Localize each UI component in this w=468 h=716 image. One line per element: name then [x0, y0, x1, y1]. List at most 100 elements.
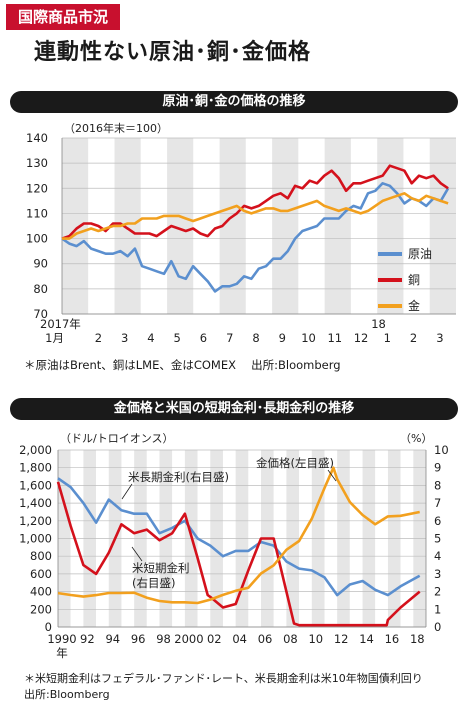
- month-band: [62, 138, 89, 314]
- y-right-tick-label: 7: [434, 496, 441, 510]
- x-tick-label: 92: [80, 632, 95, 646]
- annotation-short-rate-axis: (右目盛): [132, 576, 175, 590]
- y-right-tick-label: 1: [434, 602, 441, 616]
- y-right-tick-label: 3: [434, 567, 441, 581]
- y-tick-label: 100: [26, 232, 48, 246]
- x-tick-label: 8: [252, 331, 259, 345]
- annotation-long-rate: 米長期金利(右目盛): [128, 470, 229, 484]
- annotation-leader: [327, 469, 337, 482]
- y-tick-label: 120: [26, 181, 48, 195]
- y-left-tick-label: 1,600: [19, 478, 52, 492]
- series-line-gold: [57, 466, 420, 605]
- x-tick-label: 10: [308, 632, 323, 646]
- y-tick-label: 80: [33, 282, 48, 296]
- x-tick-label: 06: [258, 632, 273, 646]
- month-band: [324, 138, 351, 314]
- series-line-crude: [61, 182, 450, 293]
- month-band: [140, 138, 168, 314]
- chart1-note: ＊原油はBrent、銅はLME、金はCOMEX 出所:Bloomberg: [24, 358, 341, 372]
- x-tick-label: 4: [147, 331, 154, 345]
- y-tick-label: 90: [33, 257, 48, 271]
- page-title: 連動性ない原油･銅･金価格: [34, 40, 312, 65]
- y-right-tick-label: 2: [434, 585, 441, 599]
- x-tick-label: 18: [410, 632, 425, 646]
- month-band: [272, 138, 299, 314]
- x-tick-label: 1990: [47, 632, 76, 646]
- y-right-tick-label: 0: [434, 620, 441, 634]
- x-tick-label: 12: [354, 331, 369, 345]
- chart2-plot: 2,0001,8001,6001,4001,2001,0008006004002…: [19, 432, 449, 660]
- annotation-leader: [131, 546, 143, 562]
- month-band: [429, 138, 456, 314]
- y-left-tick-label: 1,800: [19, 461, 52, 475]
- x-tick-label: 3: [436, 331, 443, 345]
- annotation-leader: [121, 483, 133, 500]
- x-tick-label: 2: [95, 331, 102, 345]
- y-right-tick-label: 4: [434, 549, 441, 563]
- y-tick-label: 110: [26, 206, 48, 220]
- y-left-tick-label: 1,000: [19, 532, 52, 546]
- x-tick-label: 5: [174, 331, 181, 345]
- y-right-tick-label: 6: [434, 514, 441, 528]
- annotation-gold: 金価格(左目盛): [256, 456, 334, 470]
- month-band: [245, 138, 273, 314]
- x-tick-label: 12: [334, 632, 349, 646]
- series-line-short: [56, 481, 421, 627]
- x-tick-label: 1月: [45, 331, 64, 345]
- month-band: [298, 138, 325, 314]
- legend-label-copper: 銅: [408, 273, 420, 287]
- x-tick-label: 04: [232, 632, 247, 646]
- x-tick-label: 1: [384, 331, 391, 345]
- x-tick-label: 14: [359, 632, 374, 646]
- y-left-tick-label: 200: [30, 602, 52, 616]
- chart2-source: 出所:Bloomberg: [24, 688, 110, 701]
- series-line-copper: [61, 164, 449, 240]
- x-tick-label: 7: [226, 331, 233, 345]
- y-right-tick-label: 5: [434, 532, 441, 546]
- x-year-label: 18: [371, 317, 386, 331]
- y-left-tick-label: 1,400: [19, 496, 52, 510]
- y-right-tick-label: 10: [434, 443, 449, 457]
- x-tick-label: 3: [121, 331, 128, 345]
- left-unit: （ドル/トロイオンス）: [60, 432, 174, 445]
- x-tick-label: 9: [279, 331, 286, 345]
- y-right-tick-label: 8: [434, 478, 441, 492]
- y-left-tick-label: 400: [30, 585, 52, 599]
- y-tick-label: 130: [26, 156, 48, 170]
- x-tick-label: 2: [410, 331, 417, 345]
- y-tick-label: 70: [33, 307, 48, 321]
- y-left-tick-label: 0: [45, 620, 52, 634]
- legend-label-gold: 金: [408, 298, 420, 313]
- annotation-short-rate: 米短期金利: [132, 561, 190, 575]
- series-line-long: [57, 477, 421, 597]
- x-tick-label: 11: [327, 331, 342, 345]
- y-left-tick-label: 1,200: [19, 514, 52, 528]
- month-band: [350, 138, 378, 314]
- right-unit: （%）: [400, 432, 432, 445]
- x-tick-label: 02: [207, 632, 222, 646]
- x-tick-label: 6: [200, 331, 207, 345]
- y-left-tick-label: 800: [30, 549, 52, 563]
- x-tick-label: 94: [105, 632, 120, 646]
- x-year-label: 2017年: [40, 317, 81, 331]
- month-band: [377, 138, 404, 314]
- section-tag: 国際商品市況: [6, 4, 121, 30]
- chart2-note: ＊米短期金利はフェデラル･ファンド･レート、米長期金利は米10年物国債利回り: [24, 672, 423, 685]
- month-band: [403, 138, 430, 314]
- x-tick-label: 96: [131, 632, 146, 646]
- chart2-heading: 金価格と米国の短期金利･長期金利の推移: [10, 398, 458, 420]
- month-band: [193, 138, 220, 314]
- y-tick-label: 140: [26, 131, 48, 145]
- x-tick-label: 98: [156, 632, 171, 646]
- y-left-tick-label: 2,000: [19, 443, 52, 457]
- y-left-tick-label: 600: [30, 567, 52, 581]
- x-tick-label: 16: [385, 632, 400, 646]
- y-right-tick-label: 9: [434, 461, 441, 475]
- x-tick-label: 10: [301, 331, 316, 345]
- chart1-heading: 原油･銅･金の価格の推移: [10, 91, 458, 113]
- series-line-gold: [62, 192, 449, 240]
- x-tick-label: 08: [283, 632, 298, 646]
- x-year-suffix: 年: [56, 646, 68, 660]
- x-tick-label: 2000: [174, 632, 203, 646]
